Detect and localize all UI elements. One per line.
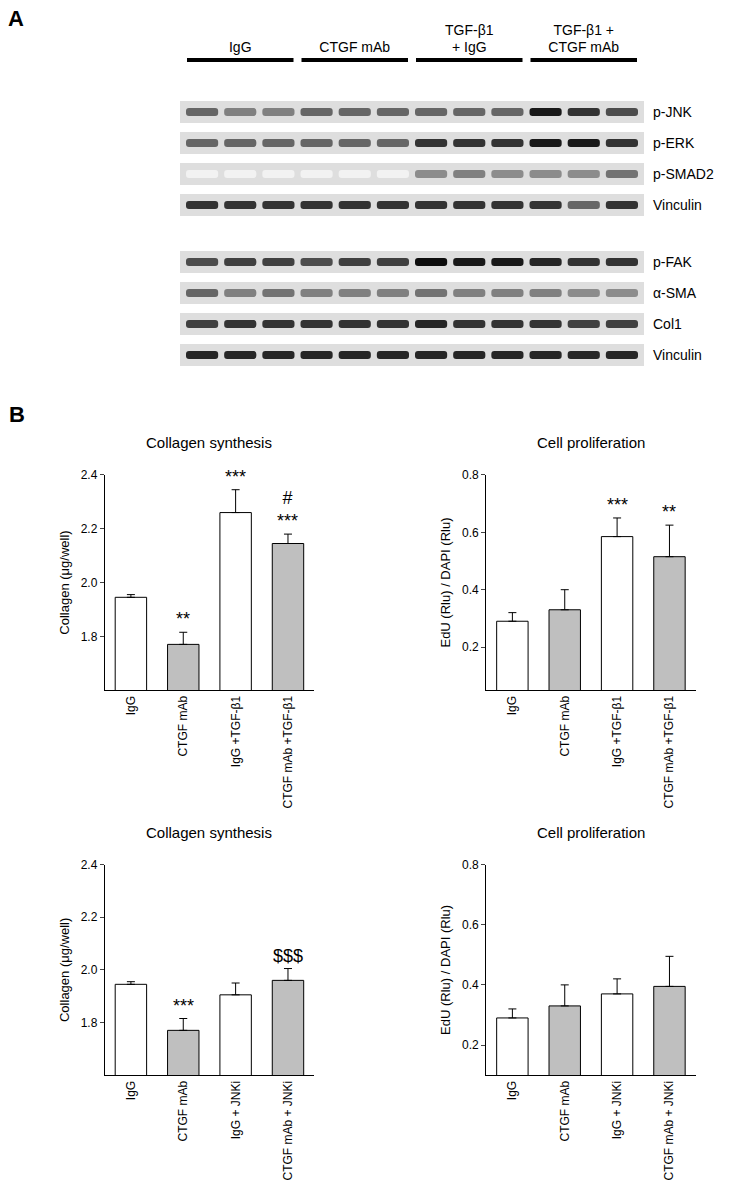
svg-text:0.6: 0.6 (462, 918, 479, 932)
svg-text:***: *** (607, 495, 628, 515)
svg-text:2.0: 2.0 (81, 576, 98, 590)
svg-text:A: A (8, 6, 24, 31)
svg-text:2.0: 2.0 (81, 963, 98, 977)
svg-text:0.8: 0.8 (462, 468, 479, 482)
svg-text:Collagen (μg/well): Collagen (μg/well) (57, 530, 72, 634)
svg-text:0.6: 0.6 (462, 525, 479, 539)
svg-text:p-SMAD2: p-SMAD2 (653, 166, 714, 182)
svg-text:Vinculin: Vinculin (653, 347, 702, 363)
svg-text:IgG: IgG (124, 696, 138, 715)
svg-text:1.8: 1.8 (81, 630, 98, 644)
svg-text:Collagen (μg/well): Collagen (μg/well) (57, 918, 72, 1022)
svg-text:EdU (Rlu) / DAPI (Rlu): EdU (Rlu) / DAPI (Rlu) (438, 517, 453, 647)
svg-text:2.2: 2.2 (81, 522, 98, 536)
svg-text:CTGF mAb: CTGF mAb (176, 696, 190, 757)
svg-text:CTGF mAb: CTGF mAb (558, 696, 572, 757)
svg-text:CTGF mAb: CTGF mAb (558, 1081, 572, 1142)
svg-text:IgG +TGF-β1: IgG +TGF-β1 (229, 696, 243, 768)
svg-text:p-JNK: p-JNK (653, 104, 693, 120)
svg-text:$$$: $$$ (273, 946, 303, 966)
svg-text:0.8: 0.8 (462, 858, 479, 872)
svg-text:CTGF mAb: CTGF mAb (548, 39, 619, 55)
svg-text:Col1: Col1 (653, 316, 682, 332)
svg-text:Collagen synthesis: Collagen synthesis (146, 434, 272, 451)
svg-text:#***: #*** (277, 488, 298, 531)
svg-text:+ IgG: + IgG (452, 39, 487, 55)
svg-text:EdU (Rlu) / DAPI (Rlu): EdU (Rlu) / DAPI (Rlu) (438, 905, 453, 1035)
svg-text:IgG + JNKi: IgG + JNKi (610, 1081, 624, 1139)
svg-text:CTGF mAb +TGF-β1: CTGF mAb +TGF-β1 (662, 696, 676, 809)
svg-text:IgG +TGF-β1: IgG +TGF-β1 (610, 696, 624, 768)
svg-text:0.2: 0.2 (462, 640, 479, 654)
svg-text:1.8: 1.8 (81, 1016, 98, 1030)
svg-text:2.2: 2.2 (81, 910, 98, 924)
svg-text:TGF-β1 +: TGF-β1 + (553, 22, 614, 38)
svg-text:Cell proliferation: Cell proliferation (537, 434, 645, 451)
svg-text:CTGF mAb +TGF-β1: CTGF mAb +TGF-β1 (281, 696, 295, 809)
svg-text:0.2: 0.2 (462, 1038, 479, 1052)
svg-text:α-SMA: α-SMA (653, 285, 697, 301)
svg-text:IgG: IgG (229, 39, 252, 55)
svg-text:2.4: 2.4 (81, 858, 98, 872)
svg-text:***: *** (173, 996, 194, 1016)
svg-text:IgG: IgG (505, 696, 519, 715)
svg-text:IgG: IgG (124, 1081, 138, 1100)
svg-text:B: B (9, 402, 25, 427)
svg-text:CTGF mAb: CTGF mAb (319, 39, 390, 55)
svg-text:TGF-β1: TGF-β1 (445, 22, 494, 38)
svg-text:Vinculin: Vinculin (653, 197, 702, 213)
svg-text:CTGF mAb + JNKi: CTGF mAb + JNKi (662, 1081, 676, 1181)
svg-text:**: ** (662, 502, 676, 522)
svg-text:CTGF mAb + JNKi: CTGF mAb + JNKi (281, 1081, 295, 1181)
svg-text:**: ** (176, 609, 190, 629)
svg-text:0.4: 0.4 (462, 978, 479, 992)
svg-text:p-FAK: p-FAK (653, 254, 693, 270)
svg-text:***: *** (225, 467, 246, 487)
svg-text:IgG: IgG (505, 1081, 519, 1100)
svg-text:IgG + JNKi: IgG + JNKi (229, 1081, 243, 1139)
svg-text:Cell proliferation: Cell proliferation (537, 824, 645, 841)
svg-text:2.4: 2.4 (81, 468, 98, 482)
svg-text:p-ERK: p-ERK (653, 135, 695, 151)
svg-text:Collagen synthesis: Collagen synthesis (146, 824, 272, 841)
svg-text:0.4: 0.4 (462, 583, 479, 597)
svg-text:CTGF mAb: CTGF mAb (176, 1081, 190, 1142)
